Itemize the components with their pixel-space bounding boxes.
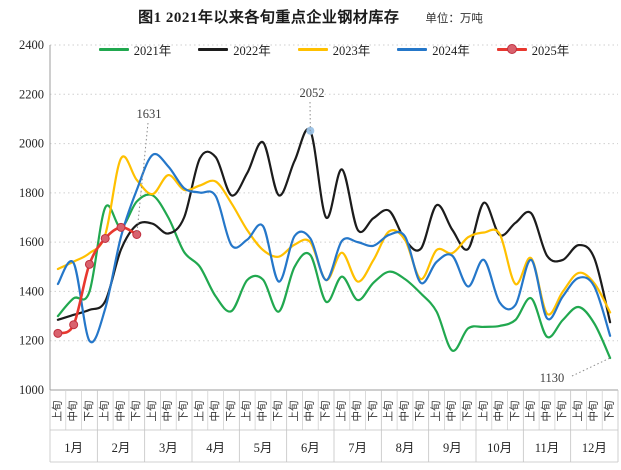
series-marker-2025年 <box>116 222 126 232</box>
axis-label: 中旬 <box>113 401 126 422</box>
axis-label: 上旬 <box>382 401 395 422</box>
axis-label: 下旬 <box>508 401 521 422</box>
axis-label: 6月 <box>301 441 320 455</box>
axis-label: 中旬 <box>66 401 79 422</box>
series-marker-2025年 <box>100 233 110 243</box>
axis-label: 上旬 <box>476 401 489 422</box>
axis-label: 4月 <box>206 441 225 455</box>
annotation-value: 1130 <box>540 371 565 385</box>
axis-label: 上旬 <box>334 401 347 422</box>
axis-label: 下旬 <box>271 401 284 422</box>
axis-label: 下旬 <box>366 401 379 422</box>
legend-line-swatch <box>297 47 328 51</box>
axis-label: 2400 <box>19 38 44 52</box>
axis-label: 中旬 <box>350 401 363 422</box>
axis-label: 1200 <box>19 334 44 348</box>
series-marker-2025年 <box>84 259 94 269</box>
axis-label: 中旬 <box>445 401 458 422</box>
legend-marker-dot <box>506 44 517 54</box>
axis-label: 中旬 <box>303 401 316 422</box>
axis-label: 上旬 <box>50 401 63 422</box>
axis-label: 上旬 <box>192 401 205 422</box>
legend-label: 2024年 <box>432 43 470 58</box>
annotation-leader <box>571 357 611 377</box>
axis-label: 下旬 <box>177 401 190 422</box>
annotation-value: 1631 <box>137 107 162 121</box>
axis-label: 1400 <box>19 284 44 298</box>
annotation-leader <box>136 122 149 235</box>
axis-label: 5月 <box>254 441 273 455</box>
axis-label: 中旬 <box>492 400 505 421</box>
axis-label: 1月 <box>64 441 83 455</box>
axis-label: 中旬 <box>587 401 600 422</box>
axis-label: 2月 <box>112 441 131 455</box>
axis-label: 上旬 <box>145 401 158 422</box>
axis-label: 12月 <box>582 441 607 455</box>
axis-label: 上旬 <box>571 401 584 422</box>
series-line-2022年 <box>56 127 612 324</box>
axis-label: 下旬 <box>555 401 568 422</box>
axis-label: 中旬 <box>161 401 174 422</box>
legend-line-swatch <box>98 47 129 51</box>
axis-label: 下旬 <box>129 401 142 422</box>
axis-label: 8月 <box>396 441 415 455</box>
axis-label: 中旬 <box>539 401 552 422</box>
axis-label: 1600 <box>19 235 44 249</box>
legend-label: 2022年 <box>233 43 271 58</box>
series-marker-2025年 <box>69 320 79 330</box>
axis-label: 中旬 <box>255 401 268 422</box>
axis-label: 10月 <box>487 441 512 455</box>
legend-label: 2025年 <box>531 43 570 58</box>
axis-label: 2200 <box>19 87 44 101</box>
legend: 2021年 2022年 2023年 2024年 2025年 <box>50 40 618 58</box>
axis-label: 3月 <box>159 441 178 455</box>
axis-label: 1800 <box>19 186 44 200</box>
axis-label: 上旬 <box>287 401 300 422</box>
series-line-2024年 <box>56 152 612 344</box>
series-line-2021年 <box>56 193 612 360</box>
legend-item-2023年: 2023年 <box>297 40 371 59</box>
legend-label: 2021年 <box>133 43 172 58</box>
axis-label: 9月 <box>443 441 462 455</box>
axis-label: 中旬 <box>208 401 221 422</box>
axis-label: 下旬 <box>461 401 474 422</box>
annotation-value: 2052 <box>300 86 325 100</box>
unit-label: 单位：万吨 <box>425 13 483 25</box>
axis-label: 7月 <box>348 441 367 455</box>
axis-label: 下旬 <box>224 401 237 422</box>
series-marker-2025年 <box>53 328 63 338</box>
legend-item-2025年: 2025年 <box>496 40 570 59</box>
axis-label: 下旬 <box>319 401 332 422</box>
axis-label: 上旬 <box>429 401 442 422</box>
legend-item-2024年: 2024年 <box>397 40 470 59</box>
axis-label: 2000 <box>19 137 44 151</box>
axis-label: 1000 <box>19 383 44 397</box>
axis-label: 下旬 <box>413 401 426 422</box>
axis-label: 上旬 <box>524 401 537 422</box>
legend-line-swatch <box>496 44 527 54</box>
legend-item-2021年: 2021年 <box>98 40 172 59</box>
axis-label: 上旬 <box>240 401 253 422</box>
axis-label: 下旬 <box>82 401 95 422</box>
axis-label: 11月 <box>535 441 560 455</box>
legend-label: 2023年 <box>332 43 371 58</box>
legend-item-2022年: 2022年 <box>198 40 271 59</box>
chart-title: 图1 2021年以来各旬重点企业钢材库存 <box>138 10 400 26</box>
title-row: 图1 2021年以来各旬重点企业钢材库存 单位：万吨 <box>0 6 621 27</box>
legend-line-swatch <box>397 47 428 51</box>
legend-line-swatch <box>198 47 229 51</box>
axis-label: 中旬 <box>397 401 410 422</box>
axis-label: 上旬 <box>98 401 111 422</box>
axis-label: 下旬 <box>603 401 616 422</box>
